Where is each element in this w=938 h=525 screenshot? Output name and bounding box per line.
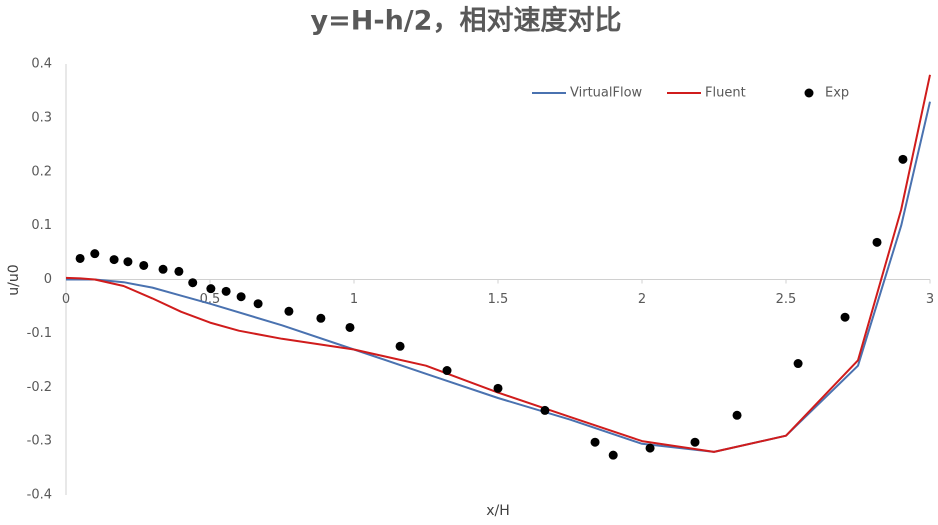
data-point xyxy=(174,266,184,276)
legend-label: VirtualFlow xyxy=(570,86,643,101)
x-tick-label: 1 xyxy=(350,292,358,307)
data-line xyxy=(66,101,931,453)
y-tick-label: -0.2 xyxy=(27,380,52,395)
data-point xyxy=(75,253,85,263)
data-point xyxy=(188,278,198,288)
data-point xyxy=(316,313,326,323)
data-point xyxy=(840,312,850,322)
x-axis-title: x/H xyxy=(486,503,510,519)
data-point xyxy=(158,264,168,274)
data-point xyxy=(139,260,149,270)
x-tick-label: 1.5 xyxy=(488,292,509,307)
data-point xyxy=(540,405,550,415)
legend-label: Fluent xyxy=(705,86,746,101)
data-point xyxy=(872,237,882,247)
data-point xyxy=(109,255,119,265)
data-point xyxy=(123,257,133,267)
data-point xyxy=(793,359,803,369)
legend-marker xyxy=(804,88,814,98)
data-point xyxy=(690,437,700,447)
data-point xyxy=(284,306,294,316)
x-tick-label: 3 xyxy=(926,292,934,307)
data-point xyxy=(493,383,503,393)
data-point xyxy=(253,299,263,309)
data-line xyxy=(65,74,931,453)
data-point xyxy=(442,366,452,376)
y-tick-label: -0.4 xyxy=(27,488,52,503)
data-point xyxy=(236,292,246,302)
y-tick-label: 0 xyxy=(44,272,52,287)
data-point xyxy=(90,249,100,259)
chart-title: y=H-h/2，相对速度对比 xyxy=(311,5,622,37)
y-axis-title: u/u0 xyxy=(6,264,22,295)
x-tick-label: 2 xyxy=(638,292,646,307)
y-tick-label: 0.3 xyxy=(31,110,52,125)
x-tick-label: 2.5 xyxy=(776,292,797,307)
data-point xyxy=(645,443,655,453)
data-point xyxy=(732,410,742,420)
data-point xyxy=(608,450,618,460)
data-point xyxy=(590,437,600,447)
data-point xyxy=(395,341,405,351)
x-tick-label: 0.5 xyxy=(200,292,221,307)
y-tick-label: 0.1 xyxy=(31,218,52,233)
data-point xyxy=(898,154,908,164)
data-point xyxy=(221,286,231,296)
data-point xyxy=(206,284,216,294)
y-tick-label: -0.1 xyxy=(27,326,52,341)
data-point xyxy=(345,322,355,332)
x-tick-label: 0 xyxy=(62,292,70,307)
y-tick-label: 0.4 xyxy=(31,57,52,72)
legend-label: Exp xyxy=(825,86,849,101)
y-tick-label: -0.3 xyxy=(27,434,52,449)
y-tick-label: 0.2 xyxy=(31,164,52,179)
